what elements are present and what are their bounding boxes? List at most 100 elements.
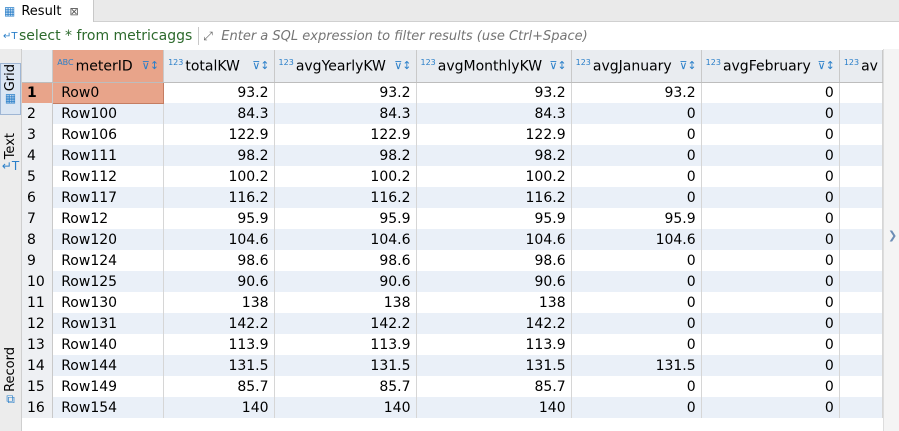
table-row[interactable]: 3 Row106 122.9 122.9 122.9 0 0 [22, 124, 883, 145]
value-cell[interactable]: 85.7 [416, 376, 572, 397]
value-cell[interactable]: 140 [416, 397, 572, 418]
meter-id-cell[interactable]: Row12 [52, 208, 165, 229]
value-cell[interactable]: 0 [571, 292, 702, 313]
meter-id-cell[interactable]: Row140 [52, 334, 165, 355]
value-cell[interactable]: 98.6 [274, 250, 417, 271]
meter-id-cell[interactable]: Row100 [52, 103, 165, 124]
meter-id-cell[interactable]: Row117 [52, 187, 165, 208]
value-cell[interactable]: 142.2 [163, 313, 275, 334]
value-cell[interactable]: 93.2 [416, 82, 572, 103]
value-cell[interactable]: 0 [701, 313, 840, 334]
value-cell[interactable]: 122.9 [163, 124, 275, 145]
table-row[interactable]: 7 Row12 95.9 95.9 95.9 95.9 0 [22, 208, 883, 229]
filter-sort-icon[interactable]: ⊽↕ [817, 59, 835, 73]
value-cell[interactable]: 0 [571, 145, 702, 166]
column-header[interactable]: ABC meterID ⊽↕ [52, 50, 165, 83]
filter-sort-icon[interactable]: ⊽↕ [141, 59, 160, 73]
table-row[interactable]: 14 Row144 131.5 131.5 131.5 131.5 0 [22, 355, 883, 376]
value-cell[interactable]: 131.5 [163, 355, 275, 376]
value-cell[interactable]: 95.9 [571, 208, 702, 229]
result-tab[interactable]: ▦ Result ⊠ [0, 0, 94, 22]
value-cell[interactable]: 116.2 [274, 187, 417, 208]
value-cell[interactable]: 0 [701, 145, 840, 166]
table-row[interactable]: 1 Row0 93.2 93.2 93.2 93.2 0 [22, 81, 883, 104]
value-cell[interactable]: 0 [701, 208, 840, 229]
meter-id-cell[interactable]: Row144 [52, 355, 165, 376]
value-cell[interactable]: 113.9 [163, 334, 275, 355]
filter-sort-icon[interactable]: ⊽↕ [549, 59, 567, 73]
column-header[interactable]: 123 totalKW ⊽↕ [163, 50, 275, 83]
value-cell[interactable]: 116.2 [416, 187, 572, 208]
row-number-cell[interactable]: 13 [22, 334, 54, 355]
value-cell[interactable]: 98.6 [163, 250, 275, 271]
value-cell[interactable]: 0 [571, 334, 702, 355]
truncated-cell[interactable] [839, 271, 883, 292]
table-row[interactable]: 12 Row131 142.2 142.2 142.2 0 0 [22, 313, 883, 334]
value-cell[interactable]: 113.9 [416, 334, 572, 355]
table-row[interactable]: 6 Row117 116.2 116.2 116.2 0 0 [22, 187, 883, 208]
truncated-cell[interactable] [839, 376, 883, 397]
table-row[interactable]: 13 Row140 113.9 113.9 113.9 0 0 [22, 334, 883, 355]
value-cell[interactable]: 0 [571, 313, 702, 334]
value-cell[interactable]: 116.2 [163, 187, 275, 208]
value-cell[interactable]: 95.9 [274, 208, 417, 229]
value-cell[interactable]: 95.9 [416, 208, 572, 229]
truncated-cell[interactable] [839, 208, 883, 229]
row-number-cell[interactable]: 2 [22, 103, 54, 124]
value-cell[interactable]: 0 [701, 292, 840, 313]
row-number-cell[interactable]: 12 [22, 313, 54, 334]
value-cell[interactable]: 0 [571, 187, 702, 208]
value-cell[interactable]: 100.2 [274, 166, 417, 187]
value-cell[interactable]: 131.5 [274, 355, 417, 376]
value-cell[interactable]: 0 [571, 376, 702, 397]
filter-input[interactable] [221, 28, 822, 44]
value-cell[interactable]: 90.6 [163, 271, 275, 292]
truncated-cell[interactable] [839, 292, 883, 313]
value-cell[interactable]: 113.9 [274, 334, 417, 355]
value-cell[interactable]: 0 [701, 103, 840, 124]
table-row[interactable]: 2 Row100 84.3 84.3 84.3 0 0 [22, 103, 883, 124]
row-number-cell[interactable]: 5 [22, 166, 54, 187]
value-cell[interactable]: 140 [163, 397, 275, 418]
value-cell[interactable]: 100.2 [163, 166, 275, 187]
value-cell[interactable]: 0 [701, 124, 840, 145]
value-cell[interactable]: 138 [416, 292, 572, 313]
value-cell[interactable]: 0 [571, 103, 702, 124]
value-cell[interactable]: 0 [701, 250, 840, 271]
meter-id-cell[interactable]: Row125 [52, 271, 165, 292]
column-header[interactable]: 123 av [839, 50, 883, 83]
value-cell[interactable]: 104.6 [163, 229, 275, 250]
value-cell[interactable]: 100.2 [416, 166, 572, 187]
sql-query-text[interactable]: select * from metricaggs [19, 28, 193, 44]
truncated-cell[interactable] [839, 355, 883, 376]
value-cell[interactable]: 131.5 [571, 355, 702, 376]
meter-id-cell[interactable]: Row0 [52, 81, 165, 104]
meter-id-cell[interactable]: Row124 [52, 250, 165, 271]
value-cell[interactable]: 98.6 [416, 250, 572, 271]
value-cell[interactable]: 0 [701, 334, 840, 355]
value-cell[interactable]: 93.2 [274, 82, 417, 103]
table-row[interactable]: 9 Row124 98.6 98.6 98.6 0 0 [22, 250, 883, 271]
row-number-cell[interactable]: 15 [22, 376, 54, 397]
value-cell[interactable]: 84.3 [416, 103, 572, 124]
value-cell[interactable]: 0 [701, 187, 840, 208]
value-cell[interactable]: 84.3 [163, 103, 275, 124]
value-cell[interactable]: 0 [571, 397, 702, 418]
expand-filter-icon[interactable]: ⤢ [203, 28, 213, 43]
value-cell[interactable]: 98.2 [416, 145, 572, 166]
sql-query-icon[interactable]: ↵T [3, 30, 18, 42]
collapse-panel-icon[interactable]: ❯ [888, 229, 898, 242]
row-number-cell[interactable]: 8 [22, 229, 54, 250]
table-row[interactable]: 10 Row125 90.6 90.6 90.6 0 0 [22, 271, 883, 292]
value-cell[interactable]: 0 [701, 82, 840, 103]
truncated-cell[interactable] [839, 313, 883, 334]
value-cell[interactable]: 131.5 [416, 355, 572, 376]
row-number-cell[interactable]: 14 [22, 355, 54, 376]
value-cell[interactable]: 93.2 [571, 82, 702, 103]
row-number-cell[interactable]: 7 [22, 208, 54, 229]
column-header[interactable]: 123 avgFebruary ⊽↕ [701, 50, 840, 83]
value-cell[interactable]: 0 [571, 271, 702, 292]
value-cell[interactable]: 90.6 [274, 271, 417, 292]
value-cell[interactable]: 140 [274, 397, 417, 418]
filter-sort-icon[interactable]: ⊽↕ [394, 59, 412, 73]
